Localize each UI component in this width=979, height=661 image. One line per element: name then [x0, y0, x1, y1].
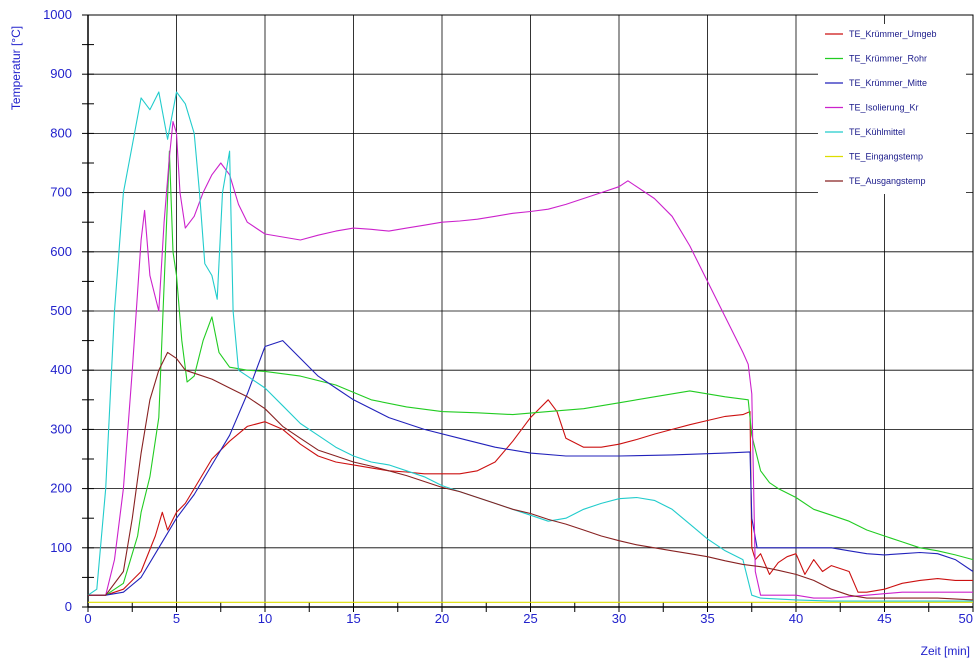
legend-label: TE_Isolierung_Kr: [849, 103, 919, 113]
axes: 0 5 10 15 20 25 30 35 40 45 5001002003004005006007…: [43, 7, 974, 626]
series-line-7: [88, 351, 974, 601]
x-tick-label: 10: [258, 611, 272, 626]
x-tick-label: 35: [700, 611, 714, 626]
y-tick-label: 600: [50, 244, 72, 259]
legend-label: TE_Ausgangstemp: [849, 176, 926, 186]
legend-label: TE_Krümmer_Rohr: [849, 54, 927, 64]
series-line-1: [88, 399, 973, 596]
x-tick-label: 50: [959, 611, 973, 626]
series-line-2: [88, 150, 974, 596]
y-tick-label: 0: [65, 599, 72, 614]
x-axis-title: Zeit [min]: [921, 644, 970, 658]
x-tick-label: 25: [523, 611, 537, 626]
x-tick-label: 0: [84, 611, 91, 626]
y-tick-label: 900: [50, 66, 72, 81]
legend-label: TE_Eingangstemp: [849, 152, 923, 162]
x-tick-label: 45: [877, 611, 891, 626]
y-tick-label: 300: [50, 421, 72, 436]
series-line-5: [87, 91, 973, 602]
y-tick-label: 1000: [43, 7, 72, 22]
series-lines: [87, 91, 974, 603]
legend-label: TE_Krümmer_Mitte: [849, 78, 927, 88]
legend: TE_Krümmer_Umgeb TE_Krümmer_Rohr TE_Krümme…: [818, 24, 966, 194]
series-line-4: [88, 121, 973, 599]
x-tick-label: 15: [346, 611, 360, 626]
series-line-3: [88, 340, 974, 596]
x-tick-label: 20: [435, 611, 449, 626]
legend-label: TE_Kühlmittel: [849, 127, 905, 137]
y-tick-label: 200: [50, 481, 72, 496]
x-tick-label: 5: [173, 611, 180, 626]
x-tick-label: 30: [612, 611, 626, 626]
legend-label: TE_Krümmer_Umgeb: [849, 29, 937, 39]
y-tick-label: 800: [50, 125, 72, 140]
y-tick-label: 400: [50, 362, 72, 377]
y-tick-label: 700: [50, 185, 72, 200]
legend-background: [818, 24, 966, 194]
x-tick-label: 40: [789, 611, 803, 626]
y-axis-title: Temperatur [°C]: [9, 26, 23, 110]
y-tick-label: 500: [50, 303, 72, 318]
y-tick-label: 100: [50, 540, 72, 555]
